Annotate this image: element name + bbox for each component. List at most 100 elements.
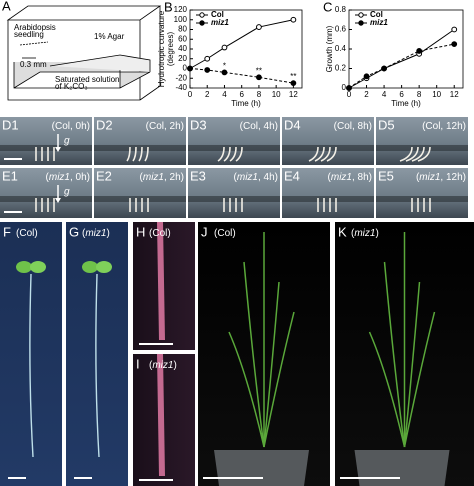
y-tick-label: 20	[178, 54, 187, 63]
gravity-label: g	[64, 187, 70, 198]
root	[417, 146, 431, 162]
significance: **	[290, 72, 296, 81]
caption-part: (	[140, 172, 144, 183]
data-point	[221, 44, 228, 51]
photo	[188, 168, 280, 218]
agar-plate	[49, 54, 151, 72]
series-line	[189, 19, 294, 69]
data-point	[451, 41, 458, 48]
caption-part: Col	[243, 121, 258, 132]
seedlings	[19, 41, 49, 46]
caption-part: (	[149, 360, 153, 371]
caption-part: )	[173, 360, 176, 371]
root	[405, 146, 419, 162]
x-tick-label: 10	[272, 90, 281, 99]
legend-marker	[358, 12, 364, 18]
caption-part: Col	[55, 121, 70, 132]
diagram-label: seedling	[14, 30, 44, 39]
caption-part: (	[82, 228, 86, 239]
photo	[94, 168, 186, 218]
y-tick-label: 0.4	[335, 44, 347, 53]
x-tick-label: 0	[188, 90, 193, 99]
data-point	[290, 16, 297, 23]
panel-label: D5	[378, 117, 395, 132]
data-point	[416, 48, 423, 54]
caption-part: miz1	[152, 360, 173, 371]
photo-caption: (miz1, 0h)	[46, 172, 90, 183]
panel-label: J	[201, 224, 208, 239]
stem	[263, 281, 280, 448]
stem	[403, 311, 436, 448]
y-tick-label: 40	[178, 44, 187, 53]
root	[95, 273, 100, 458]
x-tick-label: 12	[450, 90, 459, 99]
panel-a	[6, 5, 162, 101]
diagram-label: 1% Agar	[94, 32, 125, 41]
caption-part: , 8h)	[352, 172, 372, 183]
y-tick-label: 100	[174, 15, 188, 24]
legend-label: miz1	[211, 18, 229, 27]
panel-label: E4	[284, 168, 300, 183]
agar-edge	[376, 145, 468, 151]
cotyledon	[96, 261, 112, 273]
significance: *	[223, 62, 226, 71]
caption-part: , 2h)	[164, 121, 184, 132]
caption-part: miz1	[85, 228, 106, 239]
agar-edge	[0, 145, 92, 151]
photo	[0, 222, 62, 486]
data-point	[256, 24, 262, 30]
photo	[376, 117, 468, 165]
panel-label: I	[136, 356, 140, 371]
pot	[354, 450, 450, 486]
agar-edge	[188, 145, 280, 151]
legend-marker	[199, 12, 205, 18]
significance: **	[256, 66, 262, 75]
x-tick-label: 12	[289, 90, 298, 99]
legend-marker	[358, 20, 364, 26]
caption-part: (	[16, 228, 20, 239]
photo-caption: (miz1, 12h)	[416, 172, 466, 183]
photo-caption: (Col, 0h)	[52, 121, 90, 132]
agar-edge	[94, 145, 186, 151]
caption-part: , 2h)	[164, 172, 184, 183]
photo-caption: (Col)	[149, 228, 171, 239]
gravity-label: g	[64, 136, 70, 147]
photo-caption: (miz1, 4h)	[234, 172, 278, 183]
y-axis-label: Growth (mm)	[325, 25, 334, 72]
data-point	[256, 74, 262, 81]
x-tick-label: 8	[417, 90, 422, 99]
caption-part: , 12h)	[440, 172, 466, 183]
panel-label: H	[136, 224, 145, 239]
panel-label: A	[2, 0, 11, 13]
panel-label: G	[69, 224, 79, 239]
root	[235, 146, 243, 162]
y-axis-label: (degrees)	[166, 32, 175, 67]
photo-caption: (Col, 8h)	[334, 121, 372, 132]
panel-label: D4	[284, 117, 301, 132]
caption-part: Col	[152, 228, 167, 239]
root	[223, 146, 231, 162]
arrow-head	[55, 147, 61, 152]
agar-edge	[94, 196, 186, 202]
photo-caption: (miz1, 8h)	[328, 172, 372, 183]
root	[132, 146, 137, 162]
caption-part: (	[422, 121, 426, 132]
agar-edge	[376, 196, 468, 202]
caption-part: , 0h)	[70, 172, 90, 183]
data-point	[187, 65, 193, 72]
caption-part: miz1	[354, 228, 375, 239]
caption-part: miz1	[331, 172, 352, 183]
x-axis-label: Time (h)	[391, 99, 421, 108]
data-point	[204, 67, 211, 73]
x-tick-label: 6	[239, 90, 244, 99]
caption-part: (	[52, 121, 56, 132]
root	[29, 273, 34, 458]
y-tick-label: 60	[178, 34, 187, 43]
panel-label: K	[338, 224, 347, 239]
agar-edge	[0, 196, 92, 202]
root	[314, 146, 325, 162]
series-line	[189, 68, 294, 84]
stem	[403, 281, 421, 448]
agar-edge	[188, 196, 280, 202]
